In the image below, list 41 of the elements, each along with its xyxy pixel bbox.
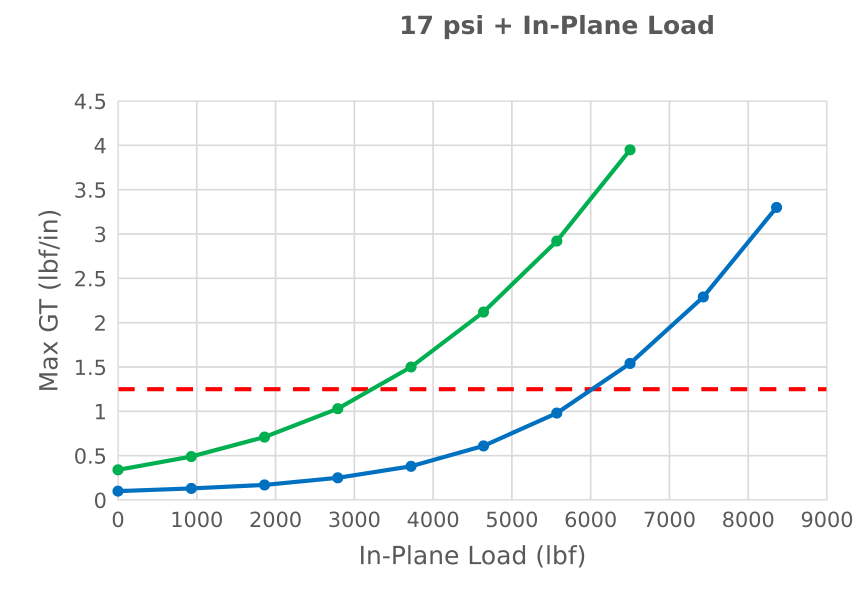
point (186, 482, 197, 494)
x-tick-label: 7000 (644, 511, 695, 528)
y-tick-label: 4 (94, 138, 106, 154)
chart-title: 17 psi + In-Plane Load (402, 14, 713, 40)
point (624, 358, 636, 370)
x-tick-label: 2000 (250, 511, 301, 528)
x-tick-label: 8000 (723, 511, 774, 528)
point (478, 440, 490, 452)
point (698, 291, 709, 303)
point (551, 236, 562, 247)
point (112, 486, 124, 497)
y-axis-title: Max GT (lbf/in) (38, 210, 61, 390)
point (478, 306, 490, 318)
y-tick-label: 3 (95, 226, 106, 242)
point (258, 479, 270, 490)
x-tick-label: 5000 (486, 511, 538, 528)
x-tick-label: 1000 (172, 511, 222, 528)
point (186, 450, 197, 462)
x-axis-title: In-Plane Load (lbf) (361, 545, 584, 568)
point (112, 464, 124, 476)
point (551, 408, 562, 419)
y-tick-label: 0 (95, 492, 106, 508)
x-tick-label: 6000 (566, 511, 616, 528)
point (405, 460, 417, 472)
point (258, 431, 270, 443)
y-tick-label: 1.5 (76, 360, 106, 376)
point (332, 472, 344, 484)
y-tick-label: 2 (95, 315, 105, 331)
x-tick-label: 4000 (408, 511, 458, 528)
point (405, 361, 417, 373)
point (624, 144, 636, 156)
x-tick-label: 9000 (802, 511, 852, 528)
point (332, 403, 344, 414)
y-tick-label: 0.5 (75, 448, 106, 464)
y-tick-label: 2.5 (75, 270, 106, 287)
x-tick-label: 3000 (329, 511, 380, 528)
y-tick-label: 4.5 (74, 94, 106, 110)
x-tick-label: 0 (112, 511, 124, 528)
y-tick-label: 3.5 (75, 182, 106, 198)
point (771, 202, 782, 213)
y-tick-label: 1 (96, 404, 105, 420)
